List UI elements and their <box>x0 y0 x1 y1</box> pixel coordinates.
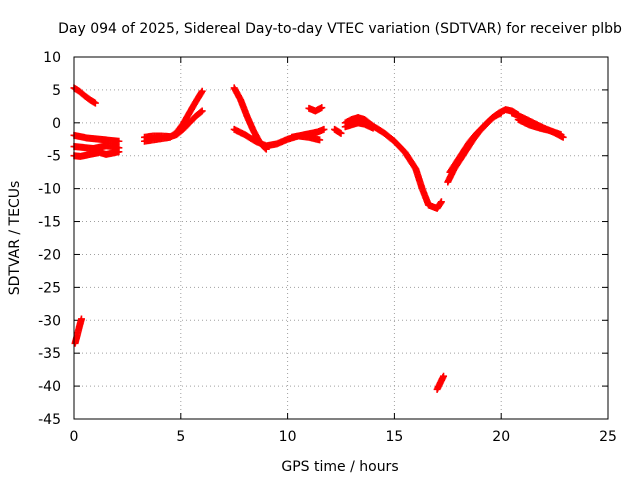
series-arc-n <box>341 119 377 132</box>
y-tick-label: -20 <box>38 247 61 263</box>
data-point <box>316 136 324 144</box>
data-point <box>198 87 206 95</box>
data-point <box>320 125 328 133</box>
data-point <box>198 107 206 115</box>
series-arc-j <box>288 125 328 141</box>
x-tick-label: 10 <box>279 429 297 445</box>
data-point <box>557 131 565 139</box>
x-axis-label: GPS time / hours <box>281 459 398 475</box>
y-tick-label: -10 <box>38 182 61 198</box>
series-arc-s <box>514 116 565 139</box>
y-tick-label: 10 <box>43 50 61 66</box>
y-tick-label: -5 <box>47 149 61 165</box>
data-point <box>440 372 448 380</box>
data-point <box>369 124 377 132</box>
x-tick-label: 0 <box>70 429 79 445</box>
series-arc-i <box>230 125 324 150</box>
series-arc-k <box>305 104 326 115</box>
y-tick-label: -40 <box>38 379 61 395</box>
y-tick-label: 0 <box>52 116 61 132</box>
series-arc-e <box>71 315 85 347</box>
data-point <box>91 99 99 107</box>
series-arc-m <box>341 114 445 212</box>
y-tick-label: -25 <box>38 280 61 296</box>
x-tick-label: 20 <box>492 429 510 445</box>
y-tick-label: -15 <box>38 215 61 231</box>
series-arc-p <box>444 106 522 186</box>
y-tick-label: -30 <box>38 313 61 329</box>
data-point <box>437 198 445 206</box>
data-point <box>497 109 505 117</box>
series-arc-g <box>140 107 206 141</box>
x-tick-label: 15 <box>385 429 403 445</box>
series-arc-l <box>331 125 345 137</box>
y-axis-label: SDTVAR / TECUs <box>7 181 23 296</box>
series-arc-h <box>230 84 270 153</box>
series-arc-b <box>70 131 123 145</box>
x-tick-label: 25 <box>599 429 617 445</box>
series-arc-a <box>70 84 99 107</box>
data-point <box>318 104 326 112</box>
data-point <box>337 129 345 137</box>
axis-ticks: 0 5 10 15 20 25 10 5 0 -5 -10 -15 -20 -25 -30 -35 -40 -45 <box>38 50 617 445</box>
series-arc-q <box>446 109 505 176</box>
grid-lines <box>74 57 608 419</box>
y-tick-label: -45 <box>38 412 61 428</box>
y-tick-label: -35 <box>38 346 61 362</box>
series-arc-o <box>433 372 448 393</box>
data-point <box>115 148 123 156</box>
data-point <box>197 108 205 116</box>
data-point <box>115 137 123 145</box>
series-arc-c <box>70 142 123 152</box>
series-arc-d <box>70 148 123 160</box>
x-tick-label: 5 <box>176 429 185 445</box>
plot-frame <box>73 56 609 420</box>
data-marks <box>70 84 567 393</box>
y-tick-label: 5 <box>52 83 61 99</box>
chart-title: Day 094 of 2025, Sidereal Day-to-day VTE… <box>58 21 622 37</box>
data-point <box>77 315 85 323</box>
